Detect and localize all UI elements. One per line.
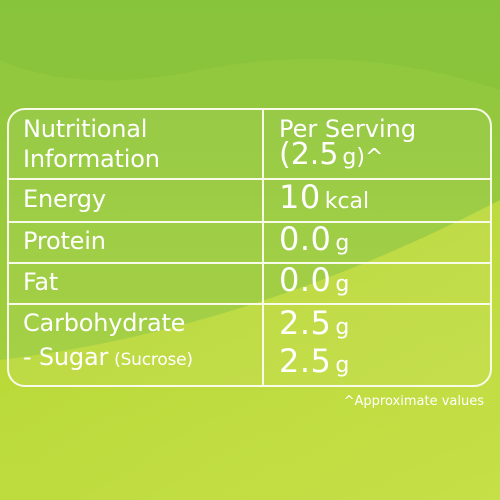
- protein-value-cell: 0.0 g: [279, 223, 350, 259]
- sugar-value-cell: 2.5 g: [279, 345, 350, 381]
- header-value-line1: Per Serving: [279, 115, 417, 143]
- row-divider: [9, 262, 490, 264]
- carbohydrate-unit: g: [335, 315, 350, 340]
- carbohydrate-label: Carbohydrate: [23, 309, 186, 337]
- sugar-label-note: (Sucrose): [114, 350, 193, 370]
- protein-label: Protein: [23, 227, 106, 255]
- sugar-label-cell: - Sugar (Sucrose): [23, 342, 193, 375]
- serving-amount: (2.5: [279, 137, 339, 172]
- header-label-line2: Information: [23, 145, 160, 173]
- energy-label: Energy: [23, 185, 106, 213]
- fat-value-cell: 0.0 g: [279, 264, 350, 300]
- row-divider: [9, 221, 490, 223]
- protein-value: 0.0: [279, 220, 332, 258]
- column-divider: [262, 110, 264, 385]
- fat-value: 0.0: [279, 261, 332, 299]
- footnote: ^Approximate values: [343, 394, 484, 409]
- carbohydrate-value-cell: 2.5 g: [279, 307, 350, 343]
- serving-unit: g)^: [342, 145, 384, 170]
- sugar-label: - Sugar: [23, 343, 109, 371]
- energy-unit: kcal: [324, 189, 370, 214]
- fat-label: Fat: [23, 268, 59, 296]
- row-divider: [9, 178, 490, 180]
- energy-value-cell: 10 kcal: [279, 181, 370, 217]
- protein-unit: g: [335, 231, 350, 256]
- fat-unit: g: [335, 272, 350, 297]
- carbohydrate-value: 2.5: [279, 304, 332, 342]
- sugar-unit: g: [335, 353, 350, 378]
- sugar-value: 2.5: [279, 342, 332, 380]
- nutrition-table: Nutritional Information Per Serving (2.5…: [7, 108, 492, 387]
- row-divider: [9, 303, 490, 305]
- header-label-line1: Nutritional: [23, 115, 148, 143]
- header-serving-size: (2.5 g)^: [279, 140, 383, 173]
- energy-value: 10: [279, 178, 321, 216]
